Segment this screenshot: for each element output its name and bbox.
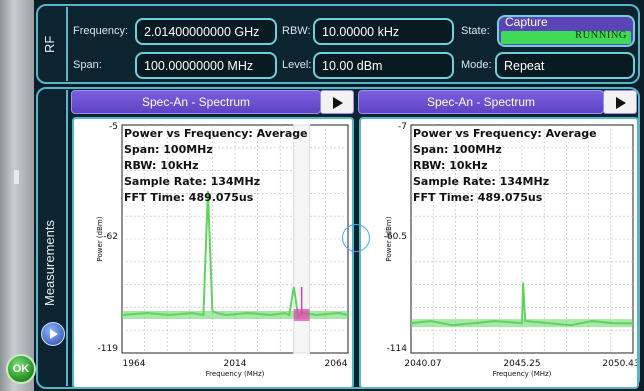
- overlay-line: Span: 100MHz: [413, 143, 502, 156]
- measurements-tab[interactable]: Measurements: [38, 90, 68, 386]
- overlay-line: Power vs Frequency: Average: [413, 127, 597, 140]
- y-tick-label: -119: [98, 344, 119, 354]
- overlay-line: RBW: 10kHz: [124, 159, 199, 172]
- y-axis-label: Power (dBm): [96, 216, 104, 261]
- rf-tab[interactable]: RF: [38, 7, 68, 81]
- y-tick-label: -60.5: [384, 232, 407, 242]
- panel-splitter-handle[interactable]: [342, 224, 370, 252]
- y-tick-label: -114: [387, 344, 408, 354]
- measurements-tab-label: Measurements: [42, 220, 57, 306]
- overlay-line: Span: 100MHz: [124, 143, 213, 156]
- running-status-bar: RUNNING: [501, 30, 631, 44]
- x-tick-label: 1964: [123, 359, 146, 369]
- y-tick-label: -5: [109, 122, 118, 132]
- ok-button[interactable]: OK: [6, 354, 36, 384]
- frequency-field[interactable]: 2.01400000000 GHz: [135, 18, 277, 45]
- left-spectrum-frame: -5 -62 -119 1964 2014 2064 Frequency (MHz) Powe…: [72, 117, 354, 389]
- left-rail: [0, 0, 34, 391]
- rbw-field[interactable]: 10.00000 kHz: [313, 18, 454, 45]
- right-spectrum-frame: -7 -60.5 -114 2040.07 2045.25 2050.43 Frequenc…: [359, 117, 639, 389]
- level-label: Level:: [282, 59, 312, 71]
- x-tick-label: 2050.43: [602, 359, 637, 369]
- highlight-band: [293, 124, 311, 354]
- rail-drag-handle[interactable]: [14, 170, 19, 184]
- level-field[interactable]: 10.00 dBm: [313, 52, 454, 79]
- left-spectrum-header[interactable]: Spec-An - Spectrum: [71, 90, 321, 114]
- y-axis-label: Power (dBm): [385, 216, 393, 261]
- spectrum-trace: [410, 282, 633, 327]
- rf-tab-label: RF: [42, 35, 57, 53]
- y-tick-label: -7: [398, 122, 407, 132]
- span-label: Span:: [73, 59, 102, 71]
- mode-field[interactable]: Repeat: [495, 52, 635, 79]
- left-spectrum-menu-arrow[interactable]: [320, 90, 354, 114]
- right-spectrum-chart[interactable]: -7 -60.5 -114 2040.07 2045.25 2050.43 Frequenc…: [361, 119, 637, 387]
- capture-button-label: Capture: [505, 15, 548, 29]
- state-label: State:: [461, 25, 490, 37]
- rbw-label: RBW:: [282, 25, 311, 37]
- right-spectrum-menu-arrow[interactable]: [603, 90, 637, 114]
- mode-label: Mode:: [461, 59, 492, 71]
- measurements-expand-button[interactable]: [41, 322, 65, 346]
- overlay-line: Sample Rate: 134MHz: [413, 175, 549, 188]
- overlay-line: FFT Time: 489.075us: [413, 191, 543, 204]
- span-field[interactable]: 100.00000000 MHz: [135, 52, 277, 79]
- x-tick-label: 2045.25: [503, 359, 540, 369]
- overlay-line: FFT Time: 489.075us: [124, 191, 254, 204]
- overlay-line: Sample Rate: 134MHz: [124, 175, 260, 188]
- running-status-text: RUNNING: [575, 30, 627, 41]
- overlay-line: Power vs Frequency: Average: [124, 127, 308, 140]
- y-tick-label: -62: [103, 232, 118, 242]
- x-tick-label: 2064: [325, 359, 348, 369]
- x-tick-label: 2040.07: [404, 359, 441, 369]
- left-spectrum-chart[interactable]: -5 -62 -119 1964 2014 2064 Frequency (MHz) Powe…: [74, 119, 352, 387]
- x-axis-label: Frequency (MHz): [206, 370, 265, 378]
- frequency-label: Frequency:: [73, 25, 129, 37]
- x-axis-label: Frequency (MHz): [493, 370, 552, 378]
- right-spectrum-header[interactable]: Spec-An - Spectrum: [358, 90, 604, 114]
- overlay-line: RBW: 10kHz: [413, 159, 488, 172]
- x-tick-label: 2014: [224, 359, 247, 369]
